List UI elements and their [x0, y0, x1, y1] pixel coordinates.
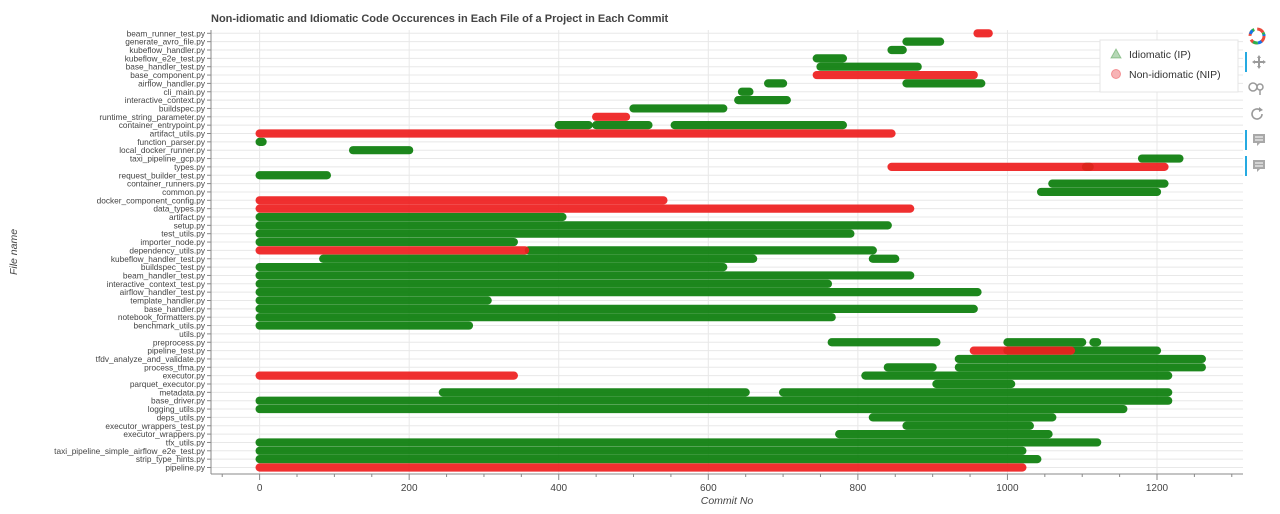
y-tick-label: base_handler_test.py [126, 62, 206, 72]
y-tick-label: executor.py [163, 371, 206, 381]
y-tick-label: benchmark_utils.py [134, 321, 206, 331]
y-tick-label: executor_wrappers.py [123, 429, 205, 439]
y-tick-label: strip_type_hints.py [136, 454, 206, 464]
data-layer [255, 29, 1206, 472]
y-axis-title: File name [8, 229, 20, 275]
y-tick-label: kubeflow_e2e_test.py [125, 53, 206, 63]
axes [210, 30, 1243, 475]
y-tick-label: base_component.py [130, 70, 206, 80]
legend-box [1099, 39, 1239, 93]
y-tick-label: setup.py [174, 220, 206, 230]
x-tick-label: 0 [257, 483, 263, 494]
y-tick-label: kubeflow_handler_test.py [111, 254, 206, 264]
x-tick-label: 800 [850, 483, 867, 494]
y-tick-label: container_runners.py [127, 179, 206, 189]
y-tick-label: buildspec_test.py [141, 262, 206, 272]
x-tick-label: 200 [401, 483, 418, 494]
y-tick-label: base_driver.py [151, 396, 206, 406]
y-tick-label: airflow_handler_test.py [120, 287, 206, 297]
y-tick-label: tfdv_analyze_and_validate.py [96, 354, 206, 364]
legend-nip-marker [1111, 69, 1121, 79]
y-tick-label: airflow_handler.py [138, 78, 206, 88]
legend-ip-label: Idiomatic (IP) [1129, 49, 1191, 61]
y-tick-label: test_utils.py [161, 229, 206, 239]
y-tick-label: request_builder_test.py [119, 170, 206, 180]
y-tick-label: common.py [162, 187, 206, 197]
y-tick-label: taxi_pipeline_gcp.py [130, 154, 206, 164]
box-zoom-icon[interactable] [1245, 78, 1269, 98]
chart-title: Non-idiomatic and Idiomatic Code Occuren… [211, 13, 669, 25]
y-tick-label: interactive_context.py [125, 95, 206, 105]
y-tick-label: types.py [174, 162, 206, 172]
y-tick-label: container_entrypoint.py [119, 120, 206, 130]
y-tick-label: beam_handler_test.py [123, 270, 206, 280]
legend-nip-label: Non-idiomatic (NIP) [1129, 69, 1221, 81]
y-tick-label: dependency_utils.py [129, 245, 205, 255]
x-tick-label: 600 [700, 483, 717, 494]
y-tick-labels: beam_runner_test.pygenerate_avro_file.py… [54, 28, 211, 473]
y-tick-label: base_handler.py [144, 304, 206, 314]
y-tick-label: buildspec.py [159, 103, 206, 113]
y-tick-label: notebook_formatters.py [118, 312, 206, 322]
y-tick-label: utils.py [179, 329, 206, 339]
y-tick-label: logging_utils.py [148, 404, 206, 414]
reset-icon[interactable] [1245, 104, 1269, 124]
y-tick-label: template_handler.py [130, 296, 206, 306]
chart-toolbar [1242, 22, 1272, 192]
y-tick-label: docker_component_config.py [97, 195, 206, 205]
y-tick-label: importer_node.py [140, 237, 205, 247]
y-tick-label: generate_avro_file.py [125, 37, 206, 47]
y-tick-label: runtime_string_parameter.py [99, 112, 205, 122]
y-tick-label: local_docker_runner.py [119, 145, 206, 155]
y-tick-label: parquet_executor.py [130, 379, 206, 389]
y-tick-label: pipeline_test.py [147, 346, 206, 356]
y-tick-label: cli_main.py [163, 87, 205, 97]
y-tick-label: pipeline.py [165, 463, 206, 473]
y-tick-label: executor_wrappers_test.py [105, 421, 205, 431]
y-tick-label: kubeflow_handler.py [129, 45, 205, 55]
y-tick-label: taxi_pipeline_simple_airflow_e2e_test.py [54, 446, 206, 456]
y-tick-label: interactive_context_test.py [107, 279, 206, 289]
y-tick-label: process_tfma.py [144, 362, 206, 372]
y-tick-label: artifact.py [169, 212, 206, 222]
y-tick-label: preprocess.py [153, 337, 206, 347]
x-tick-label: 400 [550, 483, 567, 494]
x-axis-title: Commit No [701, 495, 754, 507]
y-tick-label: deps_utils.py [157, 412, 206, 422]
pan-icon[interactable] [1245, 52, 1271, 72]
legend-ip-marker [1110, 47, 1122, 59]
hover-icon[interactable] [1245, 130, 1271, 150]
hover-icon[interactable] [1245, 156, 1271, 176]
y-tick-label: artifact_utils.py [150, 129, 206, 139]
y-tick-label: beam_runner_test.py [127, 28, 206, 38]
logo-icon[interactable] [1245, 26, 1269, 46]
x-tick-labels: 0 200 400 600 800 1000 1200 [221, 474, 1233, 494]
y-tick-label: metadata.py [159, 387, 206, 397]
y-tick-label: tfx_utils.py [166, 437, 206, 447]
y-tick-label: data_types.py [153, 204, 206, 214]
x-tick-label: 1000 [996, 483, 1019, 494]
x-tick-label: 1200 [1146, 483, 1169, 494]
y-tick-label: function_parser.py [137, 137, 206, 147]
legend: Idiomatic (IP) Non-idiomatic (NIP) [1099, 39, 1239, 93]
